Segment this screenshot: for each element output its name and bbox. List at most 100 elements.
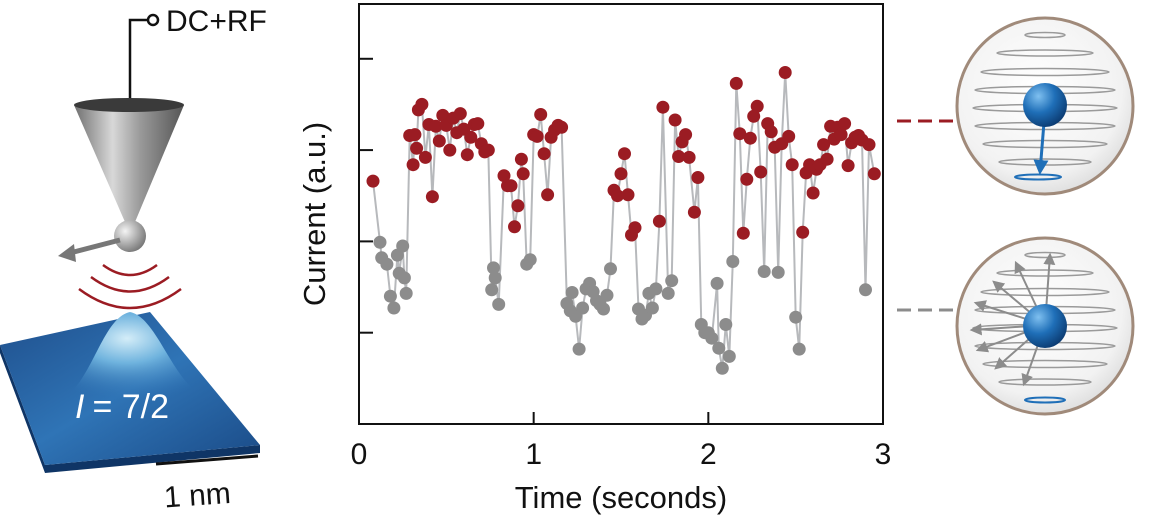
low-state-ground-orbit [1024, 396, 1066, 404]
data-point-high [679, 128, 693, 142]
data-point-high [514, 152, 528, 166]
spin-symbol: I [75, 388, 85, 426]
data-point-high [764, 125, 778, 139]
spin-value: = 7/2 [92, 388, 169, 426]
y-ticks [359, 57, 373, 334]
data-point-low [649, 282, 663, 296]
orbit [982, 139, 1108, 149]
scale-bar [155, 454, 259, 466]
orbit [980, 287, 1110, 297]
x-tick-label: 0 [351, 438, 368, 471]
data-points-layer [366, 66, 881, 375]
x-ticks: 0 1 2 3 [351, 412, 892, 471]
data-point-low [387, 301, 401, 315]
data-point-low [789, 310, 803, 324]
data-point-high [481, 143, 495, 157]
data-point-high [841, 159, 855, 173]
data-point-high [508, 220, 521, 234]
data-point-high [806, 186, 820, 200]
tip-motion-arrowhead [58, 244, 76, 262]
rf-wave-2 [90, 275, 170, 293]
surface-bump [55, 312, 215, 400]
data-point-high [418, 150, 432, 164]
stm-tip-illustration: DC+RF [58, 5, 267, 310]
tip-label: DC+RF [166, 5, 267, 38]
orbit [996, 49, 1094, 57]
rf-wave-3 [78, 287, 182, 310]
data-point-high [443, 143, 457, 157]
orbit [1024, 31, 1066, 39]
data-point-low [715, 361, 729, 375]
data-point-high [733, 127, 747, 141]
data-point-low [488, 271, 502, 285]
scale-label: 1 nm [163, 477, 232, 515]
low-state-atom [1023, 304, 1067, 348]
x-tick-label: 3 [875, 438, 892, 471]
data-point-high [736, 226, 750, 240]
data-point-high [782, 129, 796, 143]
orbit [996, 269, 1094, 277]
data-point-high [682, 150, 696, 164]
data-point-high [555, 120, 569, 134]
data-point-high [817, 138, 831, 152]
rf-wave-1 [102, 263, 158, 277]
data-point-high [614, 167, 628, 181]
data-point-high [672, 150, 686, 163]
data-point-low [661, 286, 675, 300]
data-point-low [576, 301, 590, 315]
data-point-low [572, 342, 586, 356]
high-state-illustration [897, 16, 1135, 196]
data-point-high [436, 108, 450, 122]
data-point-low [383, 289, 397, 303]
data-point-high [530, 129, 544, 143]
high-state-ground-orbit [1014, 173, 1062, 181]
data-point-high [628, 221, 642, 235]
data-point-low [859, 283, 872, 297]
data-point-high [796, 225, 810, 239]
data-point-high [652, 214, 666, 228]
data-point-high [729, 76, 743, 90]
data-point-low [771, 265, 785, 279]
data-point-low [485, 283, 499, 297]
data-point-high [618, 147, 631, 161]
orbit [980, 67, 1110, 77]
data-point-high [429, 119, 443, 133]
data-point-high [611, 189, 624, 203]
data-point-low [604, 262, 617, 276]
tip-terminal [146, 13, 160, 27]
data-point-high [497, 169, 511, 183]
data-point-high [687, 205, 701, 219]
data-point-low [380, 257, 394, 271]
data-point-high [471, 117, 485, 131]
data-point-low [399, 286, 413, 300]
data-point-high [691, 171, 705, 184]
data-point-low [726, 255, 740, 268]
data-point-high [838, 117, 852, 131]
data-point-high [740, 172, 754, 186]
data-point-high [621, 188, 635, 202]
data-point-low [710, 276, 724, 290]
data-point-high [754, 165, 768, 179]
orbit [998, 378, 1092, 386]
tip-motion-arrow [65, 237, 121, 257]
data-point-high [516, 167, 530, 181]
data-point-high [425, 190, 439, 204]
x-tick-label: 2 [700, 438, 717, 471]
data-point-high [408, 128, 422, 142]
data-point-low [712, 341, 726, 355]
data-point-high [410, 141, 424, 155]
data-point-low [665, 274, 679, 288]
high-state-atom [1023, 83, 1067, 127]
data-point-low [373, 235, 387, 249]
data-point-high [867, 167, 881, 181]
data-point-low [757, 265, 771, 278]
data-point-low [487, 261, 500, 275]
data-point-low [597, 302, 610, 316]
x-axis-title: Time (seconds) [515, 480, 727, 515]
data-point-high [406, 158, 420, 172]
data-point-high [415, 97, 429, 111]
data-point-low [645, 301, 659, 315]
x-tick-label: 1 [525, 438, 542, 471]
data-point-low [492, 297, 506, 311]
